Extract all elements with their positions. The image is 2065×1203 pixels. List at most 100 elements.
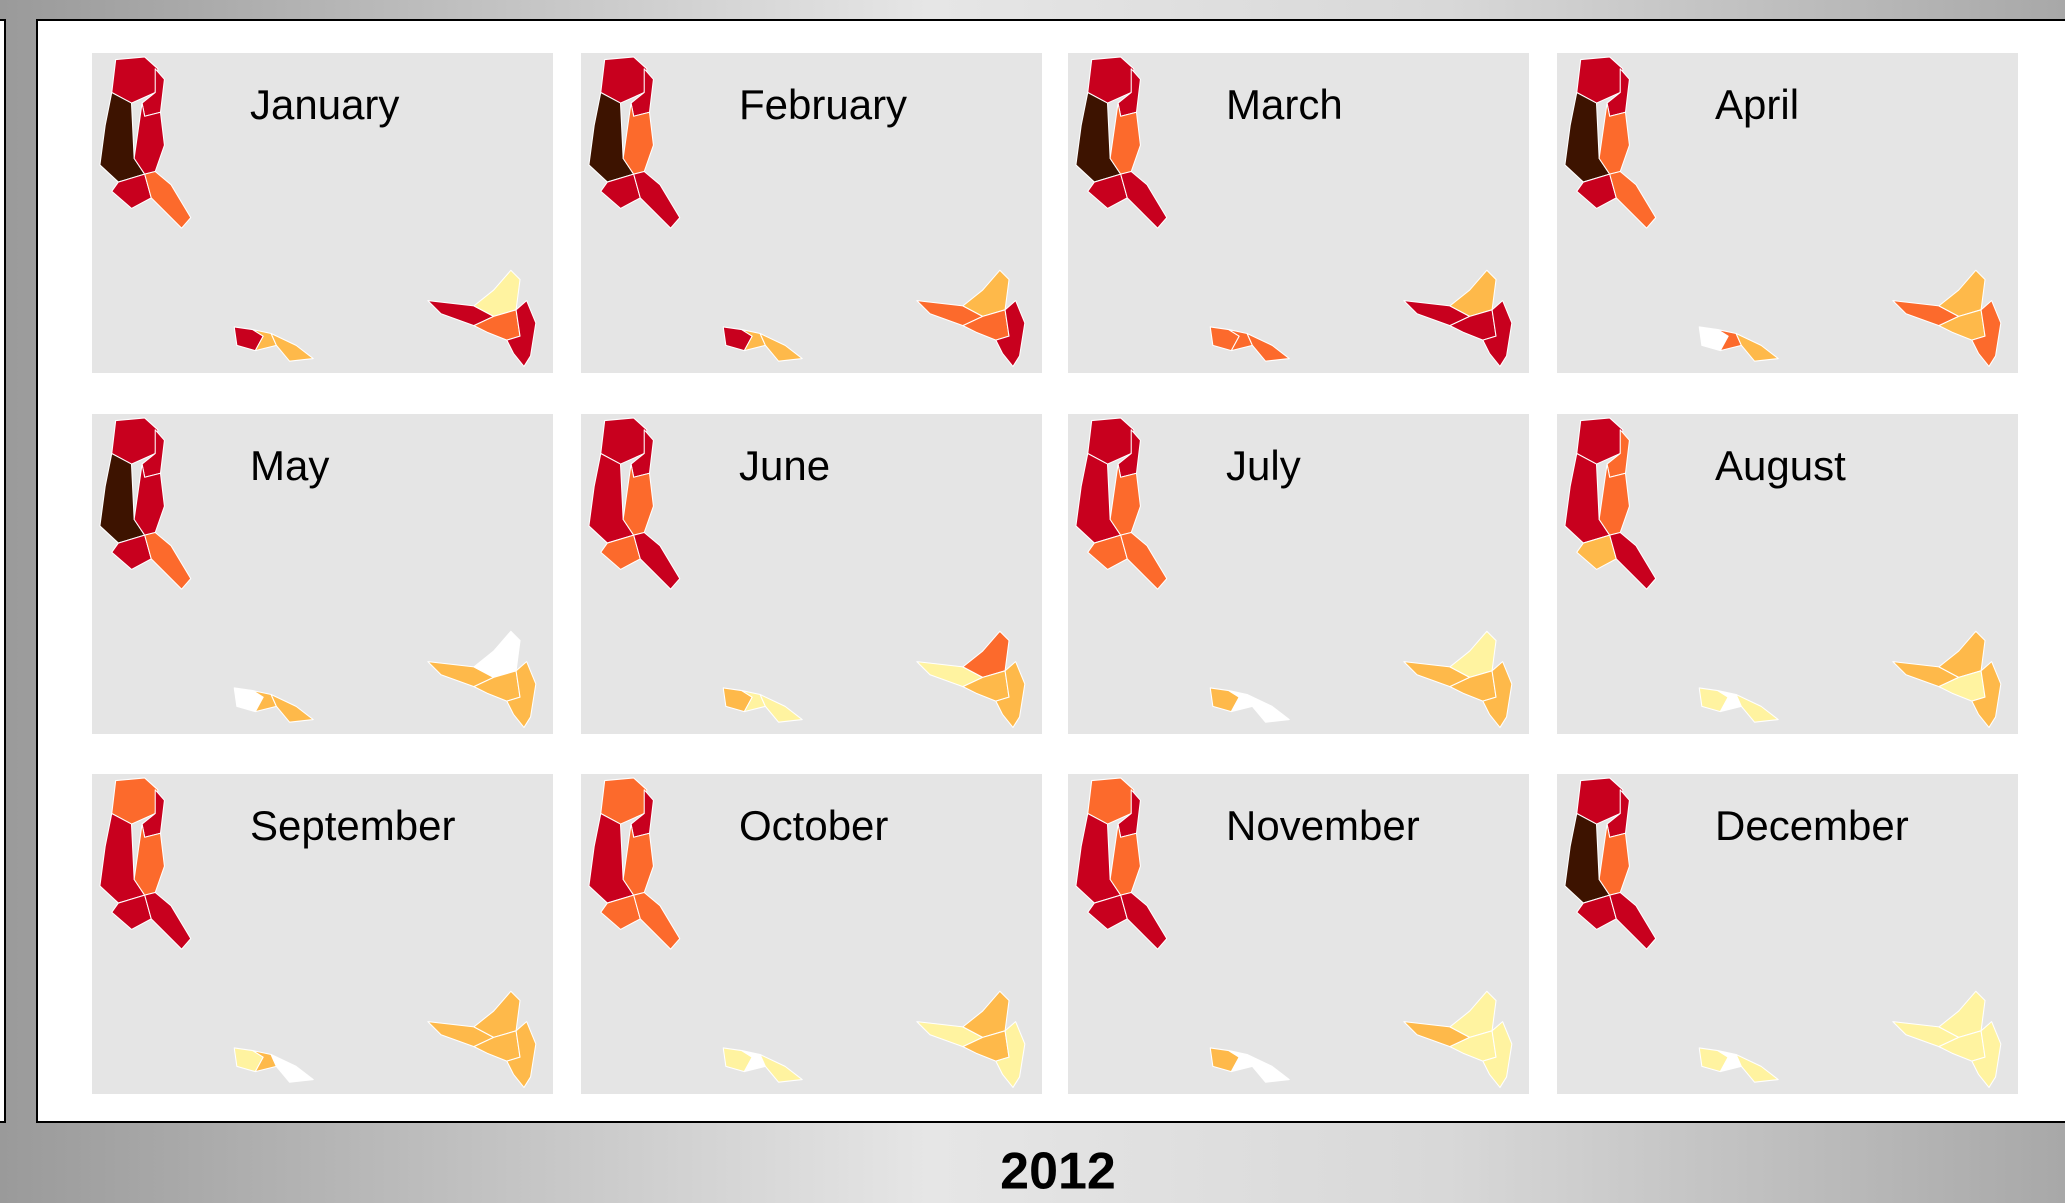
region bbox=[270, 693, 314, 723]
region bbox=[1482, 300, 1513, 367]
region bbox=[252, 1050, 277, 1073]
region bbox=[995, 661, 1026, 728]
region bbox=[622, 823, 654, 896]
region bbox=[111, 534, 152, 570]
region bbox=[759, 693, 803, 723]
islands bbox=[1075, 56, 1513, 367]
region bbox=[1576, 534, 1617, 570]
region bbox=[622, 102, 654, 175]
region bbox=[1087, 173, 1128, 209]
region bbox=[1228, 1050, 1253, 1073]
region bbox=[1609, 532, 1657, 590]
region bbox=[1246, 332, 1290, 362]
islands bbox=[1564, 777, 2002, 1088]
region bbox=[1576, 894, 1617, 930]
region bbox=[1576, 173, 1617, 209]
month-label: May bbox=[250, 442, 329, 489]
region bbox=[270, 1053, 314, 1083]
region bbox=[1246, 1053, 1290, 1083]
region bbox=[1228, 690, 1253, 713]
month-map: February bbox=[581, 53, 1042, 373]
region bbox=[1246, 693, 1290, 723]
islands bbox=[588, 56, 1026, 367]
month-label: February bbox=[739, 81, 907, 128]
region bbox=[252, 329, 277, 352]
region bbox=[144, 892, 192, 950]
side-panel bbox=[0, 19, 6, 1123]
region bbox=[1735, 332, 1779, 362]
region bbox=[600, 534, 641, 570]
region bbox=[1228, 329, 1253, 352]
region bbox=[144, 532, 192, 590]
month-label: August bbox=[1715, 442, 1846, 489]
month-label: October bbox=[739, 802, 888, 849]
region bbox=[1735, 1053, 1779, 1083]
region bbox=[759, 332, 803, 362]
month-map: August bbox=[1557, 414, 2018, 734]
month-label: March bbox=[1226, 81, 1343, 128]
month-map: July bbox=[1068, 414, 1529, 734]
month-label: December bbox=[1715, 802, 1909, 849]
region bbox=[1120, 171, 1168, 229]
region bbox=[133, 463, 165, 536]
region bbox=[1598, 823, 1630, 896]
region bbox=[1087, 894, 1128, 930]
month-map: May bbox=[92, 414, 553, 734]
region bbox=[600, 173, 641, 209]
region bbox=[1971, 1021, 2002, 1088]
region bbox=[1120, 532, 1168, 590]
region bbox=[1735, 693, 1779, 723]
region bbox=[506, 300, 537, 367]
month-label: April bbox=[1715, 81, 1799, 128]
islands bbox=[1564, 56, 2002, 367]
month-map: October bbox=[581, 774, 1042, 1094]
region bbox=[741, 329, 766, 352]
region bbox=[1598, 463, 1630, 536]
islands bbox=[1075, 417, 1513, 728]
month-map: April bbox=[1557, 53, 2018, 373]
region bbox=[1609, 171, 1657, 229]
month-label: January bbox=[250, 81, 399, 128]
region bbox=[1087, 534, 1128, 570]
region bbox=[1109, 823, 1141, 896]
islands bbox=[1075, 777, 1513, 1088]
region bbox=[144, 171, 192, 229]
region bbox=[270, 332, 314, 362]
month-grid: January February March April May June July Augu… bbox=[92, 53, 2018, 1094]
region bbox=[1482, 1021, 1513, 1088]
region bbox=[995, 300, 1026, 367]
region bbox=[1598, 102, 1630, 175]
region bbox=[600, 894, 641, 930]
region bbox=[741, 1050, 766, 1073]
islands bbox=[588, 417, 1026, 728]
region bbox=[633, 532, 681, 590]
month-label: November bbox=[1226, 802, 1420, 849]
month-map: June bbox=[581, 414, 1042, 734]
region bbox=[1717, 329, 1742, 352]
islands bbox=[1564, 417, 2002, 728]
region bbox=[1482, 661, 1513, 728]
region bbox=[741, 690, 766, 713]
month-map: November bbox=[1068, 774, 1529, 1094]
month-map: September bbox=[92, 774, 553, 1094]
region bbox=[622, 463, 654, 536]
region bbox=[111, 894, 152, 930]
islands bbox=[99, 56, 537, 367]
region bbox=[1120, 892, 1168, 950]
region bbox=[133, 823, 165, 896]
region bbox=[995, 1021, 1026, 1088]
region bbox=[1971, 300, 2002, 367]
region bbox=[1717, 1050, 1742, 1073]
region bbox=[633, 171, 681, 229]
islands bbox=[99, 417, 537, 728]
islands bbox=[588, 777, 1026, 1088]
region bbox=[633, 892, 681, 950]
region bbox=[252, 690, 277, 713]
month-label: July bbox=[1226, 442, 1301, 489]
region bbox=[1717, 690, 1742, 713]
month-map: December bbox=[1557, 774, 2018, 1094]
region bbox=[759, 1053, 803, 1083]
region bbox=[1971, 661, 2002, 728]
